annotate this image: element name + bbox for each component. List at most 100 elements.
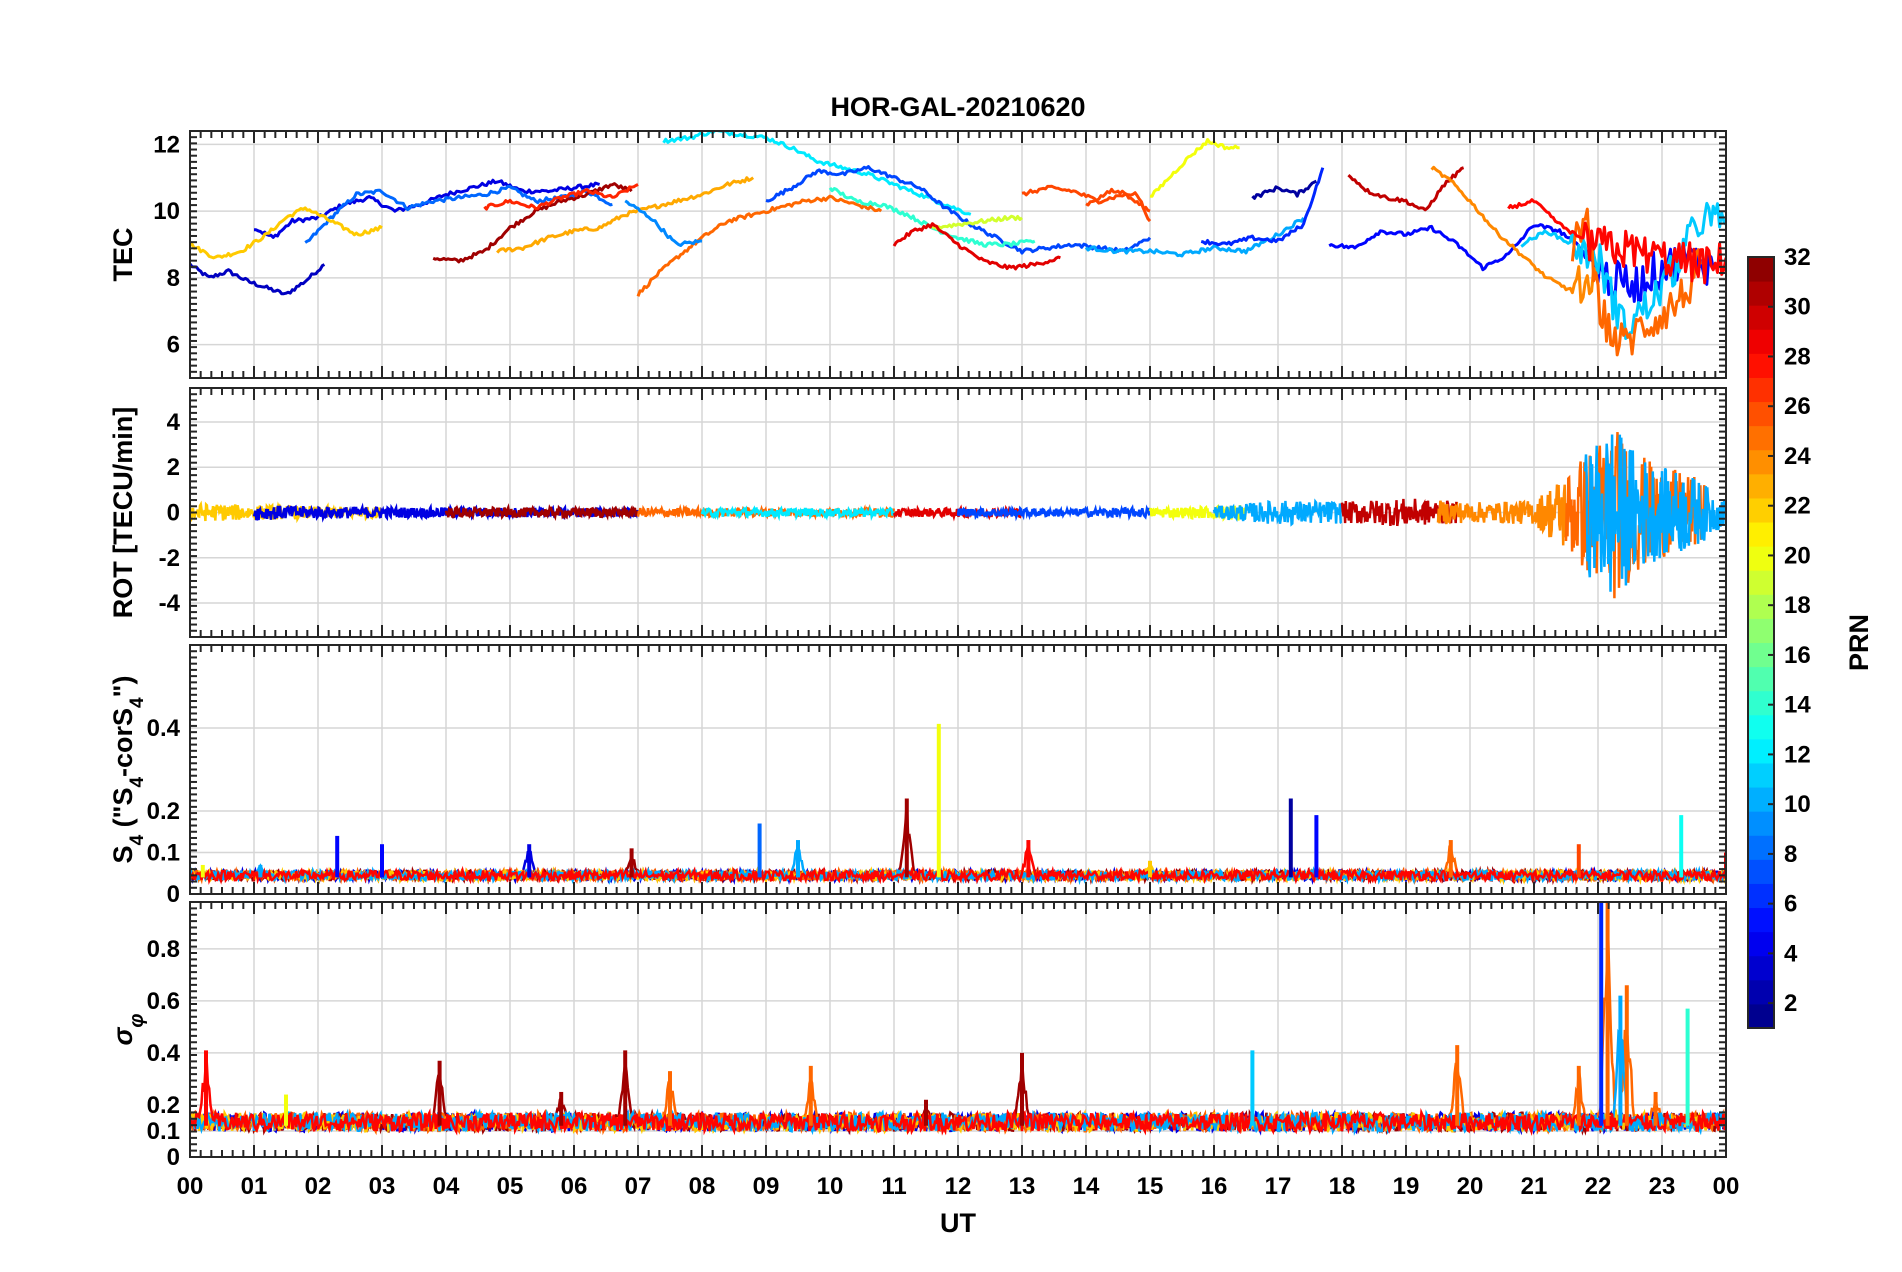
colorbar-tick-label: 30 [1784,294,1811,321]
colorbar-tick-label: 16 [1784,642,1811,669]
colorbar-swatch [1748,955,1774,981]
chart-title: HOR-GAL-20210620 [830,92,1085,122]
colorbar-tick-label: 22 [1784,493,1811,520]
colorbar-swatch [1748,305,1774,330]
y-tick-label-sigma_phi: 0.1 [147,1118,180,1145]
y-tick-label-rot: 0 [167,500,180,527]
x-tick-label: 06 [561,1173,588,1200]
colorbar-swatch [1748,907,1774,933]
x-tick-label: 19 [1393,1173,1420,1200]
colorbar-swatch [1748,1003,1774,1029]
colorbar-swatch [1748,811,1774,836]
colorbar-tick-label: 26 [1784,393,1811,420]
x-tick-label: 09 [753,1173,780,1200]
tec-series-prn-5 [1328,223,1715,303]
colorbar-tick-label: 10 [1784,791,1811,818]
tec-series-prn-25 [1570,207,1702,357]
y-tick-label-tec: 6 [167,332,180,359]
tec-series-prn-27 [483,183,639,211]
grid-sigma_phi [189,902,1727,1158]
rot-series-prn-10 [1212,498,1343,527]
colorbar-swatch [1748,329,1774,354]
y-tick-label-s4: 0.2 [147,798,180,825]
y-axis-label-tec: TEC [108,228,138,282]
x-tick-label: 20 [1457,1173,1484,1200]
plot-area-s4 [190,723,1726,886]
s4-series-prn-28 [190,844,1726,886]
colorbar-swatch [1748,449,1774,475]
y-tick-label-sigma_phi: 0.4 [147,1040,181,1067]
rot-series-prn-7 [956,504,1151,522]
x-tick-label: 00 [1713,1173,1740,1200]
sigma_phi-series-prn-28 [190,1058,1726,1136]
y-tick-label-tec: 12 [153,131,180,158]
y-tick-label-sigma_phi: 0.2 [147,1092,180,1119]
x-tick-label: 00 [177,1173,204,1200]
colorbar-swatch [1748,377,1774,403]
tec-series-prn-20 [1149,138,1240,198]
x-tick-label: 05 [497,1173,524,1200]
tec-series-prn-26 [1021,184,1151,213]
y-tick-label-rot: -4 [159,590,181,617]
tick-marks-rot [189,387,1727,638]
colorbar-swatch [1748,762,1774,788]
colorbar-swatch [1748,618,1774,643]
x-tick-label: 17 [1265,1173,1292,1200]
colorbar-tick-label: 2 [1784,990,1797,1017]
colorbar-swatch [1748,835,1774,860]
colorbar-swatch [1748,859,1774,884]
tec-series-prn-23 [496,176,755,254]
tec-series-prn-29 [892,222,1061,271]
colorbar-label: PRN [1844,614,1874,671]
colorbar-tick-label: 28 [1784,343,1811,370]
x-tick-label: 11 [881,1173,906,1200]
x-tick-label: 14 [1073,1173,1100,1200]
rot-series-prn-12 [700,505,895,522]
y-axis-label-rot: ROT [TECU/min] [108,407,138,618]
tec-series-prn-11 [1520,201,1726,340]
x-tick-label: 16 [1201,1173,1228,1200]
panel-s4: 0 0.1 0.2 0.4S4 ("S4-corS4") [108,644,1727,908]
colorbar-tick-label: 14 [1784,692,1811,719]
rot-series-prn-31 [444,503,639,521]
tec-series-prn-24 [1430,165,1600,304]
x-tick-label: 21 [1521,1173,1548,1200]
colorbar-tick-label: 32 [1784,244,1811,271]
tec-series-prn-28 [1507,198,1726,285]
colorbar-tick-label: 6 [1784,891,1797,918]
colorbar-tick-label: 18 [1784,592,1811,619]
panel-sigma_phi: 00.10.2 0.4 0.6 0.8 σφ [108,901,1727,1171]
x-tick-labels: 00 01 02 03 04 05 06 07 08 09 10 11 12 13 14 15 16 17 18 19… [177,1173,1740,1200]
colorbar-frame [1747,256,1775,1029]
x-tick-label: 08 [689,1173,716,1200]
colorbar-tick-label: 24 [1784,443,1811,470]
x-tick-label: 02 [305,1173,332,1200]
colorbar-tick-label: 12 [1784,741,1811,768]
colorbar-swatch [1748,594,1774,619]
y-tick-label-sigma_phi: 0 [167,1144,180,1171]
x-tick-label: 22 [1585,1173,1612,1200]
tec-series-prn-26 [1085,187,1152,223]
colorbar-swatch [1748,546,1774,571]
y-tick-label-rot: 2 [167,454,180,481]
colorbar-tick-label: 8 [1784,841,1797,868]
colorbar-tick-label: 20 [1784,542,1811,569]
y-tick-label-rot: 4 [167,409,181,436]
colorbar-swatch [1748,931,1774,957]
x-tick-label: 04 [433,1173,460,1200]
colorbar-swatch [1748,690,1774,716]
colorbar-tick-label: 4 [1784,940,1798,967]
y-tick-label-sigma_phi: 0.8 [147,936,180,963]
colorbar-swatch [1748,497,1774,523]
tec-series-prn-12 [662,131,972,216]
x-tick-label: 23 [1649,1173,1676,1200]
rot-series-prn-10 [1583,434,1726,592]
plot-area-rot [190,432,1726,599]
x-tick-label: 18 [1329,1173,1356,1200]
x-tick-label: 12 [945,1173,972,1200]
colorbar-swatch [1748,979,1774,1005]
tec-series-prn-19 [931,214,1023,231]
tec-series-prn-30 [1347,166,1465,212]
y-tick-label-s4: 0.4 [147,715,181,742]
